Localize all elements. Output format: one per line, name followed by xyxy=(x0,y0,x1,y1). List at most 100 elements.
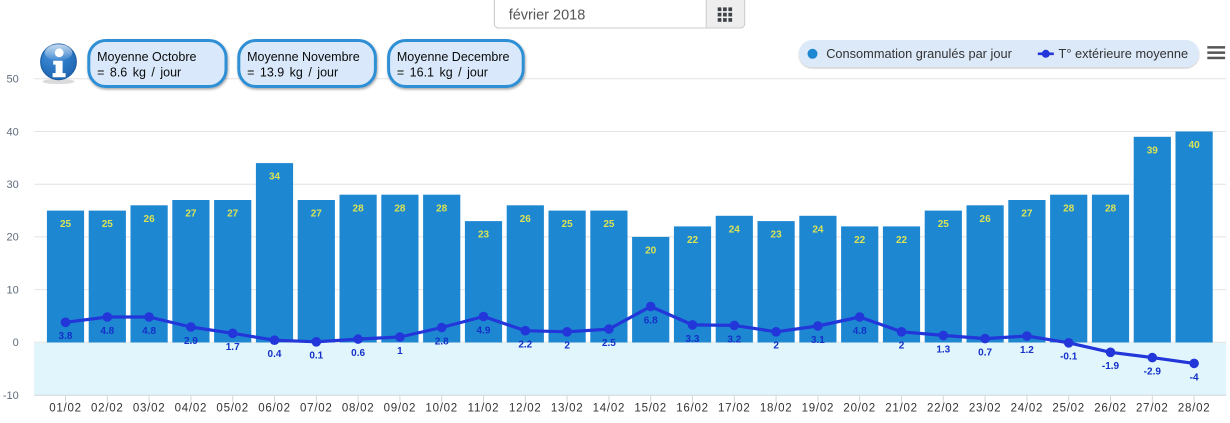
svg-text:10/02: 10/02 xyxy=(425,403,458,415)
svg-text:Moyenne Novembre: Moyenne Novembre xyxy=(247,50,360,64)
svg-text:23: 23 xyxy=(478,230,490,241)
svg-text:08/02: 08/02 xyxy=(342,403,375,415)
svg-text:25: 25 xyxy=(938,219,950,230)
svg-text:28: 28 xyxy=(394,203,406,214)
svg-text:0.4: 0.4 xyxy=(268,349,282,360)
svg-text:3.1: 3.1 xyxy=(811,335,825,346)
svg-text:4.9: 4.9 xyxy=(477,325,491,336)
svg-text:12/02: 12/02 xyxy=(509,403,542,415)
svg-text:24: 24 xyxy=(812,224,824,235)
svg-text:2.5: 2.5 xyxy=(602,338,616,349)
svg-text:19/02: 19/02 xyxy=(802,403,835,415)
svg-text:23: 23 xyxy=(771,230,783,241)
svg-text:02/02: 02/02 xyxy=(91,403,124,415)
svg-text:28/02: 28/02 xyxy=(1178,403,1211,415)
svg-text:09/02: 09/02 xyxy=(384,403,417,415)
svg-text:0: 0 xyxy=(13,337,19,349)
svg-text:13/02: 13/02 xyxy=(551,403,584,415)
svg-text:22: 22 xyxy=(854,235,866,246)
svg-text:28: 28 xyxy=(1105,203,1117,214)
svg-text:10: 10 xyxy=(7,284,19,296)
svg-text:20: 20 xyxy=(645,246,657,257)
svg-text:50: 50 xyxy=(7,74,19,86)
svg-text:27/02: 27/02 xyxy=(1136,403,1169,415)
svg-text:21/02: 21/02 xyxy=(885,403,918,415)
svg-text:27: 27 xyxy=(227,209,239,220)
svg-text:6.8: 6.8 xyxy=(644,315,658,326)
svg-text:25: 25 xyxy=(102,219,114,230)
svg-text:01/02: 01/02 xyxy=(49,403,82,415)
svg-text:3.2: 3.2 xyxy=(727,334,741,345)
svg-text:Consommation granulés par jour: Consommation granulés par jour xyxy=(826,46,1012,61)
svg-text:22: 22 xyxy=(687,235,699,246)
svg-text:2.2: 2.2 xyxy=(518,340,532,351)
svg-text:2.9: 2.9 xyxy=(184,336,198,347)
svg-text:4.8: 4.8 xyxy=(100,326,114,337)
svg-text:04/02: 04/02 xyxy=(175,403,208,415)
svg-text:30: 30 xyxy=(7,179,19,191)
svg-text:28: 28 xyxy=(353,203,365,214)
svg-text:= 13.9 kg / jour: = 13.9 kg / jour xyxy=(247,66,338,80)
svg-text:28: 28 xyxy=(1063,203,1075,214)
svg-text:Moyenne Decembre: Moyenne Decembre xyxy=(397,50,510,64)
svg-text:25/02: 25/02 xyxy=(1052,403,1085,415)
svg-text:2: 2 xyxy=(773,341,779,352)
svg-text:40: 40 xyxy=(7,126,19,138)
svg-text:2: 2 xyxy=(899,341,905,352)
svg-text:34: 34 xyxy=(269,172,281,183)
svg-text:25: 25 xyxy=(60,219,72,230)
svg-text:26/02: 26/02 xyxy=(1094,403,1127,415)
svg-text:= 8.6 kg / jour: = 8.6 kg / jour xyxy=(97,66,181,80)
svg-text:24/02: 24/02 xyxy=(1011,403,1044,415)
svg-text:3.3: 3.3 xyxy=(686,334,700,345)
svg-text:20/02: 20/02 xyxy=(843,403,876,415)
svg-text:-10: -10 xyxy=(3,390,19,402)
svg-text:28: 28 xyxy=(436,203,448,214)
svg-text:2.8: 2.8 xyxy=(435,336,449,347)
svg-text:-1.9: -1.9 xyxy=(1102,361,1120,372)
svg-text:2: 2 xyxy=(564,341,570,352)
svg-text:27: 27 xyxy=(1021,209,1033,220)
svg-text:0.6: 0.6 xyxy=(351,348,365,359)
svg-text:15/02: 15/02 xyxy=(634,403,667,415)
svg-text:14/02: 14/02 xyxy=(593,403,626,415)
svg-text:22/02: 22/02 xyxy=(927,403,960,415)
svg-text:3.8: 3.8 xyxy=(59,331,73,342)
svg-text:27: 27 xyxy=(185,209,197,220)
svg-text:février 2018: février 2018 xyxy=(509,8,586,24)
svg-text:= 16.1 kg / jour: = 16.1 kg / jour xyxy=(397,66,488,80)
svg-text:18/02: 18/02 xyxy=(760,403,793,415)
svg-text:4.8: 4.8 xyxy=(853,326,867,337)
svg-text:16/02: 16/02 xyxy=(676,403,709,415)
svg-text:39: 39 xyxy=(1147,145,1159,156)
svg-text:03/02: 03/02 xyxy=(133,403,166,415)
svg-text:11/02: 11/02 xyxy=(468,403,500,415)
svg-text:-0.1: -0.1 xyxy=(1060,352,1078,363)
svg-text:25: 25 xyxy=(603,219,615,230)
svg-text:1.2: 1.2 xyxy=(1020,345,1034,356)
svg-text:06/02: 06/02 xyxy=(258,403,291,415)
svg-text:1.3: 1.3 xyxy=(936,344,950,355)
svg-text:24: 24 xyxy=(729,224,741,235)
svg-text:05/02: 05/02 xyxy=(216,403,249,415)
svg-text:25: 25 xyxy=(562,219,574,230)
svg-text:22: 22 xyxy=(896,235,908,246)
svg-text:1.7: 1.7 xyxy=(226,342,240,353)
svg-text:07/02: 07/02 xyxy=(300,403,333,415)
svg-text:1: 1 xyxy=(397,346,403,357)
svg-text:Moyenne Octobre: Moyenne Octobre xyxy=(97,50,196,64)
svg-text:4.8: 4.8 xyxy=(142,326,156,337)
svg-text:23/02: 23/02 xyxy=(969,403,1002,415)
svg-text:27: 27 xyxy=(311,209,323,220)
svg-text:T° extérieure moyenne: T° extérieure moyenne xyxy=(1059,46,1189,61)
svg-text:17/02: 17/02 xyxy=(718,403,751,415)
svg-text:-2.9: -2.9 xyxy=(1144,367,1162,378)
svg-text:20: 20 xyxy=(7,232,19,244)
svg-text:26: 26 xyxy=(520,214,532,225)
svg-text:0.7: 0.7 xyxy=(978,348,992,359)
svg-text:26: 26 xyxy=(980,214,992,225)
svg-text:26: 26 xyxy=(144,214,156,225)
svg-text:0.1: 0.1 xyxy=(309,351,323,362)
svg-text:40: 40 xyxy=(1189,140,1201,151)
svg-text:-4: -4 xyxy=(1190,372,1199,383)
